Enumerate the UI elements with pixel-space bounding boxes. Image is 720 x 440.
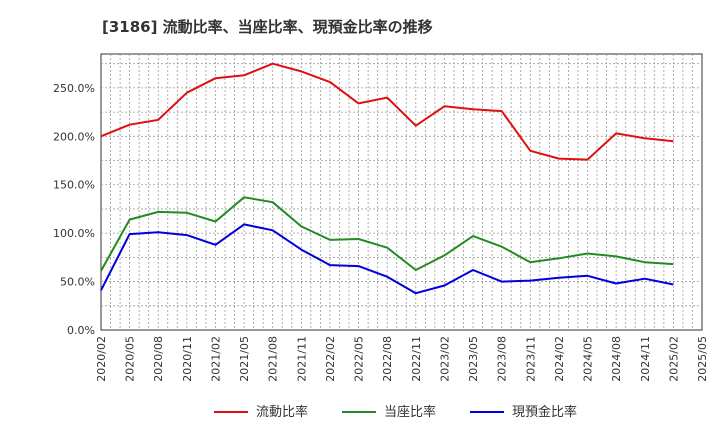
- x-tick-label: 2024/05: [582, 336, 595, 382]
- x-tick-label: 2024/11: [639, 336, 652, 382]
- x-tick-label: 2022/11: [410, 336, 423, 382]
- legend-label: 当座比率: [384, 404, 436, 420]
- grid: [101, 54, 702, 330]
- y-tick-label: 100.0%: [53, 227, 95, 240]
- x-tick-label: 2020/08: [152, 336, 165, 382]
- x-tick-label: 2022/08: [381, 336, 394, 382]
- x-tick-label: 2025/05: [696, 336, 709, 382]
- legend-label: 現預金比率: [512, 404, 577, 420]
- x-tick-label: 2023/08: [496, 336, 509, 382]
- legend: 流動比率 当座比率 現預金比率: [214, 404, 577, 420]
- x-tick-label: 2020/05: [124, 336, 137, 382]
- chart-title: [3186] 流動比率、当座比率、現預金比率の推移: [102, 18, 433, 36]
- series-line: [100, 62, 674, 161]
- x-tick-label: 2022/02: [324, 336, 337, 382]
- x-tick-label: 2020/11: [181, 336, 194, 382]
- y-tick-label: 0.0%: [67, 324, 95, 337]
- x-tick-label: 2021/02: [209, 336, 222, 382]
- x-tick-label: 2022/05: [353, 336, 366, 382]
- x-tick-label: 2021/05: [238, 336, 251, 382]
- x-tick-label: 2025/02: [667, 336, 680, 382]
- x-tick-label: 2024/02: [553, 336, 566, 382]
- y-tick-label: 200.0%: [53, 130, 95, 143]
- series-line: [100, 223, 674, 295]
- x-tick-label: 2020/02: [95, 336, 108, 382]
- x-tick-label: 2023/02: [438, 336, 451, 382]
- series-group: [100, 62, 674, 295]
- x-tick-label: 2021/11: [295, 336, 308, 382]
- y-tick-label: 50.0%: [60, 276, 95, 289]
- y-tick-label: 150.0%: [53, 179, 95, 192]
- x-tick-label: 2021/08: [267, 336, 280, 382]
- series-line: [100, 196, 674, 272]
- axes: 0.0% 50.0% 100.0% 150.0% 200.0% 250.0% 2020/02…: [53, 82, 709, 382]
- y-tick-label: 250.0%: [53, 82, 95, 95]
- legend-label: 流動比率: [256, 404, 308, 420]
- x-tick-label: 2024/08: [610, 336, 623, 382]
- plot-area: [100, 53, 703, 331]
- x-tick-label: 2023/05: [467, 336, 480, 382]
- x-tick-label: 2023/11: [524, 336, 537, 382]
